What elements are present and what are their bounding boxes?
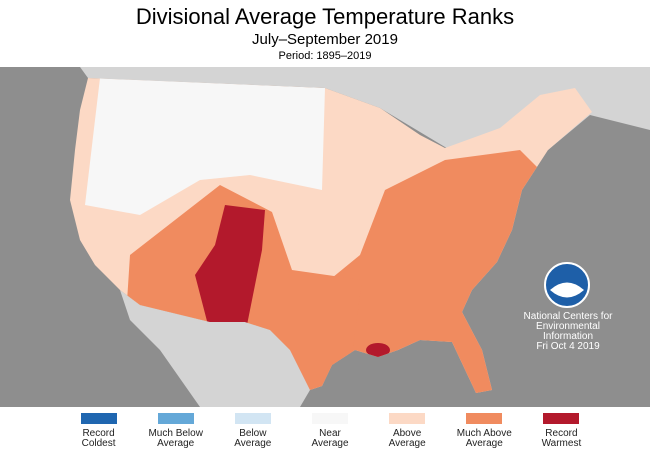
legend-item: Much Above Average xyxy=(449,413,519,449)
legend-swatch xyxy=(157,413,194,424)
record-warmest-region xyxy=(195,205,265,325)
legend: Record Coldest Much Below Average Below Av… xyxy=(60,413,600,473)
subtitle: July–September 2019 xyxy=(252,31,398,48)
credit-line: Information xyxy=(542,331,594,342)
map xyxy=(0,67,650,407)
noaa-logo-wave xyxy=(550,282,584,298)
credit: National Centers for Environmental Informa… xyxy=(518,312,618,352)
legend-label: Below Average xyxy=(234,428,272,449)
title: Divisional Average Temperature Ranks xyxy=(135,4,515,29)
legend-label: Above Average xyxy=(388,428,426,449)
legend-label: Much Below Average xyxy=(148,428,203,449)
legend-swatch xyxy=(466,413,503,424)
near-region xyxy=(85,78,325,215)
legend-swatch xyxy=(234,413,271,424)
legend-swatch xyxy=(389,413,426,424)
legend-item: Near Average xyxy=(295,413,365,449)
legend-label: Record Warmest xyxy=(541,428,582,449)
legend-swatch xyxy=(312,413,348,424)
legend-label: Near Average xyxy=(311,428,349,449)
credit-date: Fri Oct 4 2019 xyxy=(536,341,600,352)
legend-item: Much Below Average xyxy=(141,413,211,449)
credit-line: National Centers for xyxy=(523,311,613,322)
record-warmest-louisiana xyxy=(366,343,390,357)
legend-item: Below Average xyxy=(218,413,288,449)
canada xyxy=(0,67,650,150)
period: Period: 1895–2019 xyxy=(278,50,372,62)
legend-swatch xyxy=(543,413,580,424)
legend-swatch xyxy=(80,413,117,424)
legend-item: Above Average xyxy=(372,413,442,449)
mexico xyxy=(120,290,310,407)
legend-label: Record Coldest xyxy=(81,428,116,449)
legend-item: Record Warmest xyxy=(526,413,596,449)
credit-line: Environmental xyxy=(536,321,600,332)
legend-item: Record Coldest xyxy=(64,413,134,449)
legend-label: Much Above Average xyxy=(456,428,512,449)
